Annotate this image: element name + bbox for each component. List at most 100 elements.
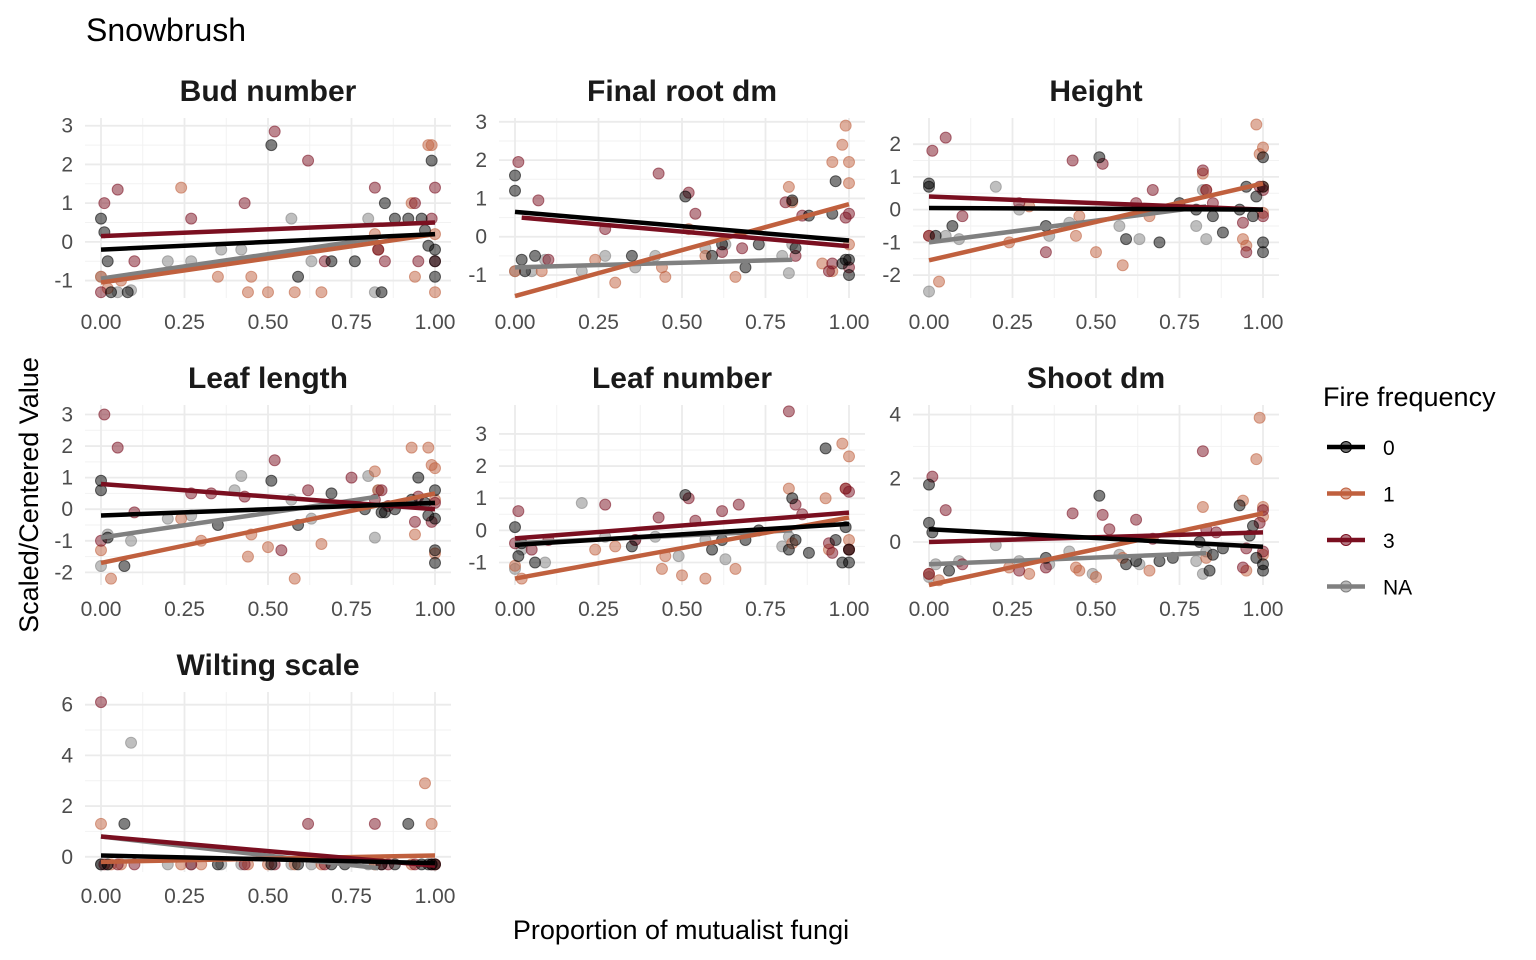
x-tick-label: 0.25 bbox=[164, 885, 205, 908]
data-point bbox=[676, 569, 688, 582]
legend-label: NA bbox=[1383, 577, 1412, 600]
facet-panel: Wilting scale 0 2 4 6 0.00 0.25 0.50 0.75 1.00 bbox=[61, 649, 455, 908]
data-point bbox=[699, 572, 712, 585]
data-point bbox=[1250, 190, 1263, 203]
x-tick-label: 0.00 bbox=[909, 311, 950, 334]
data-point bbox=[118, 817, 131, 830]
data-point bbox=[1257, 558, 1269, 571]
data-point bbox=[285, 212, 298, 225]
data-point bbox=[288, 286, 301, 299]
data-point bbox=[679, 190, 692, 203]
data-point bbox=[1023, 567, 1036, 580]
data-point bbox=[532, 194, 545, 207]
data-point bbox=[843, 269, 855, 282]
y-tick-label: 1 bbox=[475, 487, 487, 510]
data-point bbox=[819, 492, 832, 505]
facet-title: Bud number bbox=[180, 75, 357, 108]
data-point bbox=[716, 505, 729, 518]
data-point bbox=[539, 556, 552, 569]
data-point bbox=[939, 131, 952, 144]
y-axis-title: Scaled/Centered Value bbox=[14, 357, 44, 633]
data-point bbox=[782, 543, 795, 556]
y-tick-label: 2 bbox=[61, 435, 73, 458]
x-tick-label: 0.75 bbox=[331, 598, 372, 621]
data-point bbox=[836, 437, 849, 450]
data-point bbox=[729, 562, 742, 575]
data-point bbox=[939, 504, 952, 517]
x-tick-label: 0.00 bbox=[495, 598, 536, 621]
data-point bbox=[589, 543, 602, 556]
data-point bbox=[429, 512, 441, 525]
data-point bbox=[288, 572, 301, 585]
data-point bbox=[625, 249, 638, 262]
x-tick-label: 0.00 bbox=[495, 311, 536, 334]
data-point bbox=[265, 474, 278, 487]
data-point bbox=[325, 255, 338, 268]
data-point bbox=[241, 286, 254, 299]
data-point bbox=[1093, 151, 1106, 164]
x-tick-label: 0.75 bbox=[331, 885, 372, 908]
legend-label: 1 bbox=[1383, 484, 1395, 507]
x-tick-label: 1.00 bbox=[829, 311, 870, 334]
data-point bbox=[418, 777, 431, 790]
data-point bbox=[412, 255, 425, 268]
facet-panel: Height -2 -1 0 1 2 0.00 0.25 0.50 0.75 1.00 bbox=[882, 75, 1283, 334]
data-point bbox=[1096, 508, 1109, 521]
data-point bbox=[926, 144, 939, 157]
data-point bbox=[843, 156, 855, 169]
data-point bbox=[412, 471, 425, 484]
legend-title: Fire frequency bbox=[1323, 382, 1496, 412]
y-tick-label: -2 bbox=[882, 264, 901, 287]
data-point bbox=[652, 167, 665, 180]
data-point bbox=[368, 817, 381, 830]
fit-line bbox=[100, 231, 436, 252]
data-point bbox=[1190, 555, 1203, 568]
data-point bbox=[1216, 226, 1229, 239]
fit-line bbox=[514, 209, 850, 243]
data-point bbox=[1240, 246, 1253, 259]
data-point bbox=[422, 441, 435, 454]
data-point bbox=[1236, 216, 1249, 229]
data-point bbox=[245, 270, 258, 283]
data-point bbox=[923, 177, 935, 190]
x-tick-label: 0.25 bbox=[164, 598, 205, 621]
y-tick-label: 3 bbox=[475, 111, 487, 134]
data-point bbox=[1196, 164, 1209, 177]
fit-line bbox=[928, 181, 1264, 263]
data-point bbox=[989, 180, 1002, 193]
data-point bbox=[609, 276, 622, 289]
fit-line bbox=[100, 235, 379, 281]
data-point bbox=[1257, 246, 1269, 259]
legend-label: 0 bbox=[1383, 437, 1395, 460]
y-tick-label: 4 bbox=[889, 404, 901, 427]
x-tick-label: 0.50 bbox=[662, 598, 703, 621]
data-point bbox=[1200, 233, 1213, 246]
data-point bbox=[659, 270, 672, 283]
y-tick-label: 2 bbox=[61, 795, 73, 818]
facet-title: Final root dm bbox=[587, 75, 777, 108]
y-tick-label: 2 bbox=[61, 153, 73, 176]
x-tick-label: 0.25 bbox=[578, 311, 619, 334]
chart-title: Snowbrush bbox=[86, 12, 246, 48]
data-point bbox=[1153, 236, 1166, 249]
data-point bbox=[782, 180, 795, 193]
data-point bbox=[826, 156, 839, 169]
y-tick-label: 2 bbox=[889, 133, 901, 156]
data-point bbox=[652, 511, 665, 524]
data-point bbox=[268, 125, 281, 138]
data-point bbox=[1090, 571, 1102, 584]
data-point bbox=[302, 817, 315, 830]
data-point bbox=[368, 531, 381, 544]
data-point bbox=[429, 270, 441, 283]
data-point bbox=[826, 257, 839, 270]
data-point bbox=[736, 242, 749, 255]
data-point bbox=[923, 285, 935, 298]
data-point bbox=[689, 207, 702, 220]
data-point bbox=[262, 286, 274, 299]
data-point bbox=[305, 255, 318, 268]
x-tick-label: 1.00 bbox=[415, 311, 456, 334]
data-point bbox=[1120, 233, 1133, 246]
data-point bbox=[732, 498, 745, 511]
data-point bbox=[372, 243, 385, 256]
y-tick-label: 3 bbox=[475, 423, 487, 446]
